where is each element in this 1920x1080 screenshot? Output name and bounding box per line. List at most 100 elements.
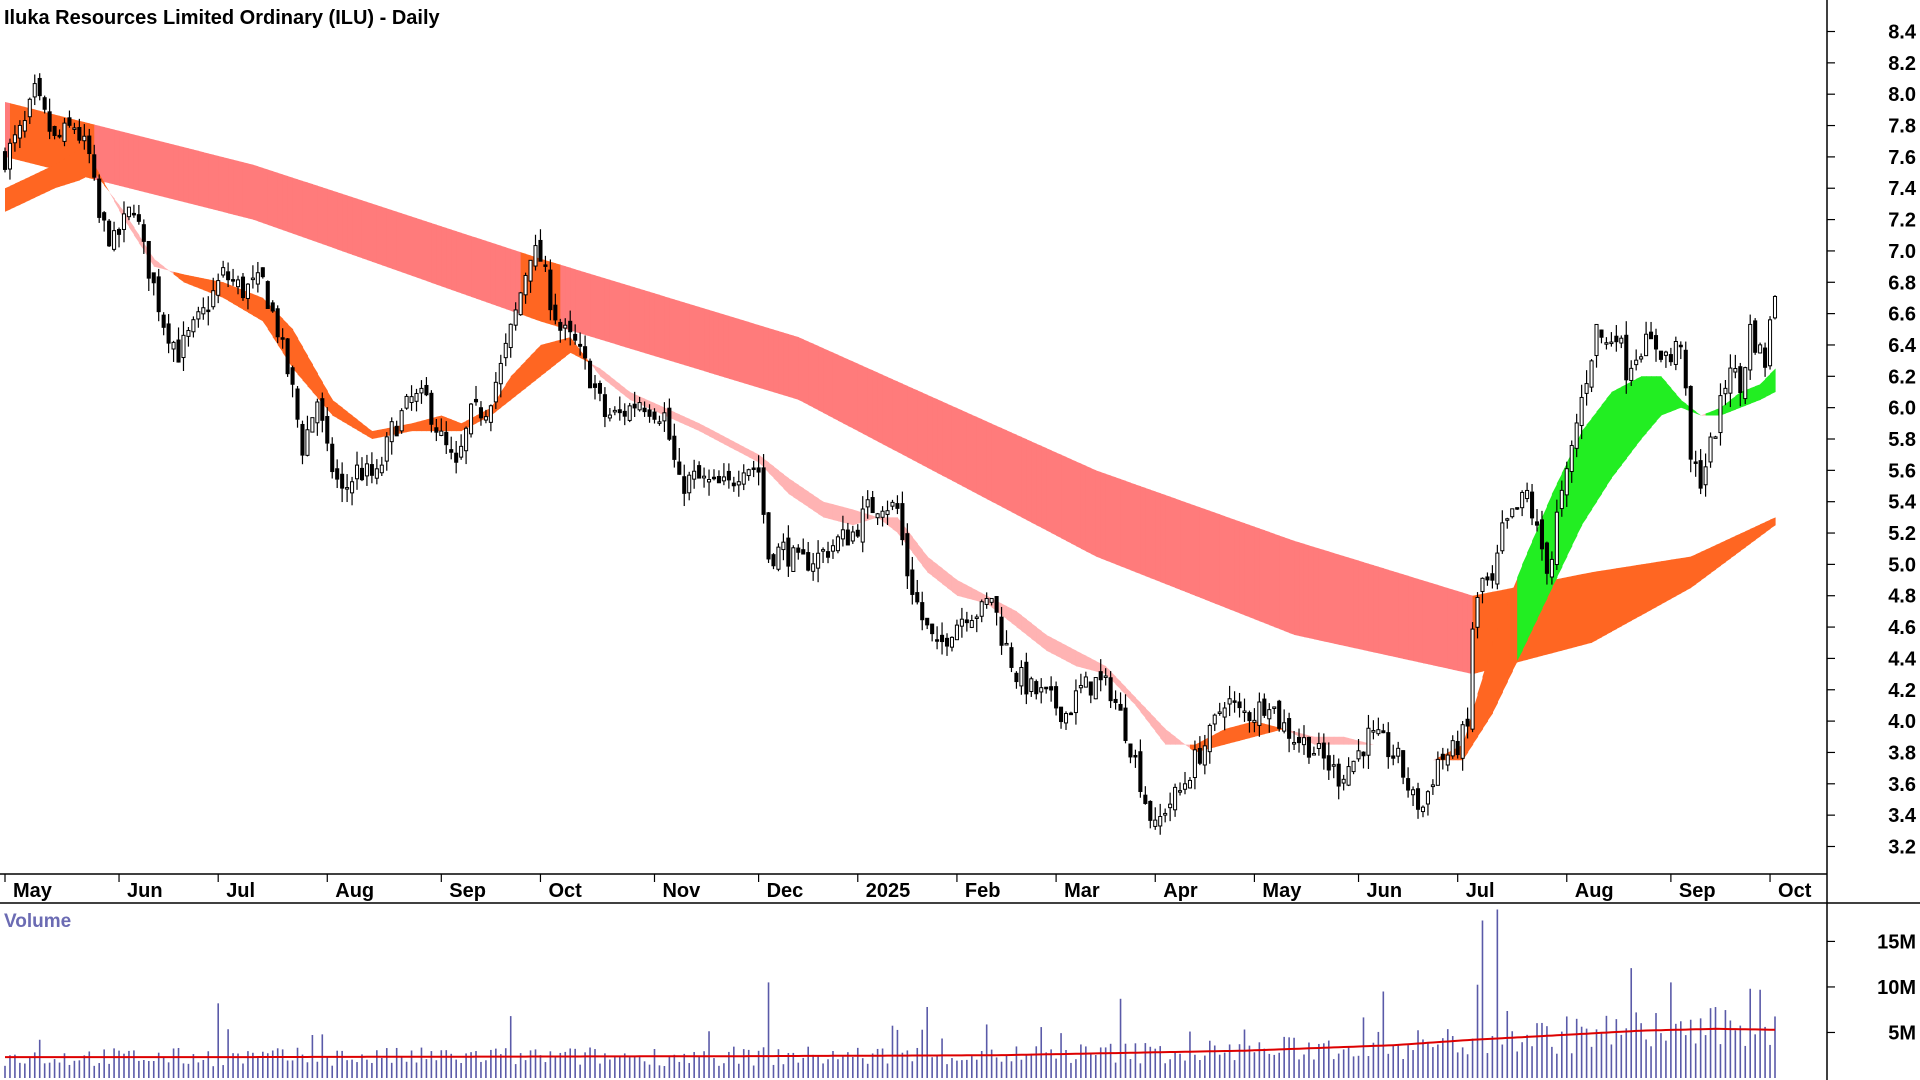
long-term-ema-ribbon <box>133 134 140 191</box>
candle-body <box>1768 319 1773 367</box>
long-term-ema-ribbon <box>778 331 785 396</box>
candle-body <box>270 302 275 312</box>
long-term-ema-ribbon <box>1343 556 1350 647</box>
long-term-ema-ribbon <box>619 282 626 348</box>
long-term-ema-ribbon <box>1442 586 1449 669</box>
candle-body <box>1718 395 1723 434</box>
candle-body <box>1232 700 1237 703</box>
candle-body <box>473 398 479 403</box>
candle-body <box>32 83 37 98</box>
short-term-ema-ribbon <box>793 481 799 501</box>
long-term-ema-ribbon <box>461 232 467 296</box>
volume-ma-layer <box>5 1027 1775 1059</box>
long-term-ema-ribbon <box>832 352 839 421</box>
long-term-ema-ribbon <box>1180 500 1186 592</box>
long-term-ema-ribbon <box>1437 585 1444 668</box>
long-term-ema-ribbon <box>1214 512 1221 606</box>
long-term-ema-ribbon <box>1358 560 1365 651</box>
candle-body <box>1435 758 1440 786</box>
short-term-ema-ribbon <box>768 462 775 479</box>
long-term-ema-ribbon <box>371 203 378 264</box>
short-term-ema-ribbon <box>178 273 185 283</box>
short-term-ema-ribbon <box>1641 376 1647 439</box>
long-term-ema-ribbon <box>629 285 636 351</box>
short-term-ema-ribbon <box>649 400 656 412</box>
long-term-ema-ribbon <box>1185 502 1191 594</box>
short-term-ema-ribbon <box>1348 738 1355 745</box>
long-term-ema-ribbon <box>1646 562 1652 613</box>
candle-body <box>1569 444 1574 472</box>
long-term-ema-ribbon <box>1085 465 1092 554</box>
short-term-ema-ribbon <box>842 506 849 524</box>
candle-body <box>697 465 702 479</box>
long-term-ema-ribbon <box>490 242 497 306</box>
candle-body <box>1296 736 1302 744</box>
candle-body <box>22 120 27 132</box>
long-term-ema-ribbon <box>674 299 680 364</box>
short-term-ema-ribbon <box>302 346 309 387</box>
ribbon-layer <box>5 102 1776 761</box>
candle-body <box>1187 779 1192 789</box>
candle-body <box>1316 743 1321 749</box>
long-term-ema-ribbon <box>287 176 294 234</box>
long-term-ema-ribbon <box>1705 547 1712 577</box>
candle-body <box>1292 742 1297 745</box>
candle-body <box>1068 712 1074 716</box>
candle-body <box>925 617 930 626</box>
candle-body <box>1098 671 1103 681</box>
candle-body <box>116 228 122 235</box>
long-term-ema-ribbon <box>1209 510 1216 604</box>
long-term-ema-ribbon <box>1363 562 1370 652</box>
candle-body <box>662 412 667 422</box>
candle-body <box>1306 736 1311 758</box>
candle-body <box>350 481 355 494</box>
candle-body <box>1520 491 1525 509</box>
long-term-ema-ribbon <box>1675 558 1682 597</box>
candle-body <box>196 311 201 320</box>
long-term-ema-ribbon <box>332 190 338 250</box>
candle-body <box>751 467 756 471</box>
candle-body <box>97 178 102 218</box>
short-term-ema-ribbon <box>1234 725 1241 743</box>
candle-body <box>1500 522 1505 552</box>
short-term-ema-ribbon <box>728 439 735 450</box>
candle-body <box>1748 323 1753 371</box>
candle-body <box>1168 803 1173 809</box>
short-term-ema-ribbon <box>773 466 780 484</box>
long-term-ema-ribbon <box>183 147 190 204</box>
short-term-ema-ribbon <box>877 517 884 522</box>
short-term-ema-ribbon <box>233 286 239 307</box>
candle-body <box>885 510 890 515</box>
time-tick-label: Apr <box>1163 880 1198 902</box>
short-term-ema-ribbon <box>228 284 234 304</box>
price-tick-label: 7.2 <box>1888 210 1916 232</box>
candle-body <box>1178 790 1183 793</box>
short-term-ema-ribbon <box>14 181 21 208</box>
chart-title: Iluka Resources Limited Ordinary (ILU) -… <box>4 7 441 29</box>
long-term-ema-ribbon <box>1140 486 1146 577</box>
long-term-ema-ribbon <box>649 291 656 357</box>
candle-body <box>1222 707 1227 718</box>
long-term-ema-ribbon <box>456 231 462 294</box>
long-term-ema-ribbon <box>738 319 745 384</box>
candle-body <box>231 279 236 282</box>
price-axis: 8.4 8.2 8.0 7.8 7.6 7.4 7.2 7.0 6.8 6.6 6.4 6.2 6.0 5… <box>1827 22 1917 858</box>
long-term-ema-ribbon <box>902 383 908 458</box>
short-term-ema-ribbon <box>1264 723 1270 735</box>
candle-body <box>538 239 543 262</box>
short-term-ema-ribbon <box>421 419 428 432</box>
long-term-ema-ribbon <box>1199 507 1206 600</box>
long-term-ema-ribbon <box>312 184 318 243</box>
long-term-ema-ribbon <box>1760 521 1766 537</box>
short-term-ema-ribbon <box>1636 376 1642 446</box>
short-term-ema-ribbon <box>604 372 611 385</box>
candle-body <box>126 206 131 218</box>
long-term-ema-ribbon <box>709 310 715 375</box>
long-term-ema-ribbon <box>1204 509 1211 602</box>
candle-body <box>910 569 915 595</box>
volume-title: Volume <box>4 911 71 932</box>
long-term-ema-ribbon <box>694 305 700 370</box>
long-term-ema-ribbon <box>1328 551 1335 644</box>
candle-body <box>107 220 112 247</box>
